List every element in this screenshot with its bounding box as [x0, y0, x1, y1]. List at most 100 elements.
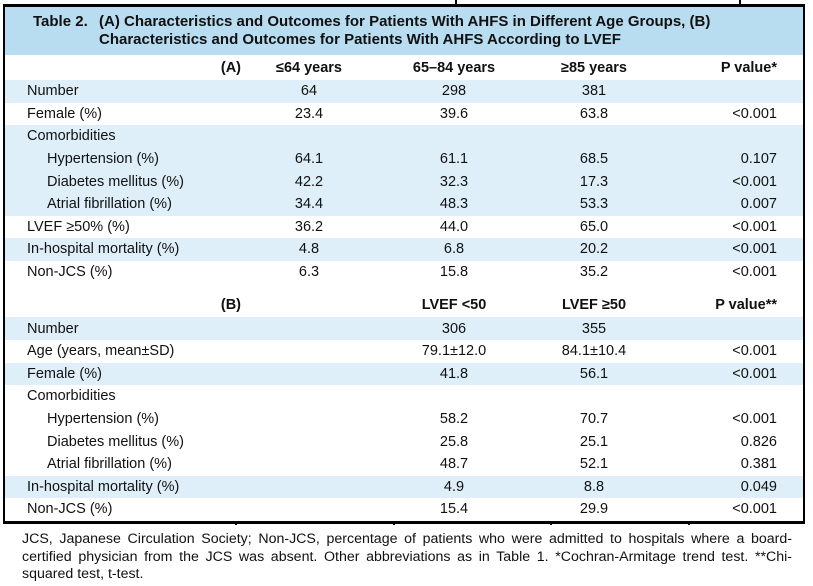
cell-value: 36.2 [294, 218, 324, 235]
cell-value: 15.8 [439, 264, 469, 281]
cell-value: 41.8 [439, 365, 469, 382]
cell-value: 84.1±10.4 [561, 343, 627, 360]
cell-value: 58.2 [439, 411, 469, 428]
row-label: Diabetes mellitus (%) [47, 173, 184, 190]
table-title: (A) Characteristics and Outcomes for Pat… [99, 13, 793, 48]
row-label: Atrial fibrillation (%) [47, 196, 172, 213]
table-row: Comorbidities [5, 125, 803, 148]
cell-value: 48.7 [439, 456, 469, 473]
cell-value: 6.3 [298, 264, 320, 281]
row-label: LVEF ≥50% (%) [27, 218, 130, 235]
table-title-bar: Table 2. (A) Characteristics and Outcome… [5, 7, 803, 55]
table-row: Diabetes mellitus (%) 25.8 25.1 0.826 [5, 430, 803, 453]
table-row: Comorbidities [5, 385, 803, 408]
table-row: LVEF ≥50% (%) 36.2 44.0 65.0 <0.001 [5, 215, 803, 239]
cell-pvalue: <0.001 [732, 501, 777, 518]
page-artifact-tick [455, 0, 457, 4]
cell-value: 70.7 [579, 411, 609, 428]
row-label: In-hospital mortality (%) [27, 478, 180, 495]
section-b-label: (B) [220, 296, 241, 313]
row-label: Female (%) [27, 365, 102, 382]
table-title-line2: Characteristics and Outcomes for Patient… [99, 30, 621, 48]
row-label: Female (%) [27, 105, 102, 122]
row-label: Comorbidities [27, 388, 116, 405]
column-header-lvef-ge50: LVEF ≥50 [561, 296, 627, 313]
cell-value: 25.8 [439, 433, 469, 450]
column-header-pvalue: P value* [720, 59, 777, 76]
cell-value: 53.3 [579, 196, 609, 213]
cell-value: 23.4 [294, 105, 324, 122]
section-a-body: Number 64 298 381 Female (%) 23.4 39.6 63.8 <0.0… [5, 80, 803, 284]
cell-value: 6.8 [443, 241, 465, 258]
cell-value: 52.1 [579, 456, 609, 473]
cell-pvalue: 0.826 [740, 433, 777, 450]
table-number-label: Table 2. [33, 13, 88, 30]
table-row: Female (%) 23.4 39.6 63.8 <0.001 [5, 102, 803, 126]
row-label: Comorbidities [27, 128, 116, 145]
table-2: Table 2. (A) Characteristics and Outcome… [3, 4, 805, 524]
section-divider [5, 283, 803, 293]
row-label: Number [27, 83, 79, 100]
section-b-header-row: (B) LVEF <50 LVEF ≥50 P value** [5, 292, 803, 318]
cell-value: 35.2 [579, 264, 609, 281]
section-a-label: (A) [220, 59, 241, 76]
cell-value: 64.1 [294, 151, 324, 168]
cell-value: 48.3 [439, 196, 469, 213]
table-row: Atrial fibrillation (%) 48.7 52.1 0.381 [5, 452, 803, 476]
cell-pvalue: 0.049 [740, 478, 777, 495]
cell-value: 61.1 [439, 151, 469, 168]
table-title-line1: (A) Characteristics and Outcomes for Pat… [99, 13, 711, 30]
cell-value: 4.9 [443, 478, 465, 495]
page-artifact-tick [739, 0, 741, 4]
cell-value: 8.8 [583, 478, 605, 495]
column-header-le64: ≤64 years [275, 59, 342, 76]
row-label: Age (years, mean±SD) [27, 343, 175, 360]
cell-pvalue: <0.001 [732, 343, 777, 360]
table-footnote: JCS, Japanese Circulation Society; Non-J… [22, 531, 792, 582]
cell-value: 29.9 [579, 501, 609, 518]
column-header-ge85: ≥85 years [560, 59, 627, 76]
cell-pvalue: <0.001 [732, 411, 777, 428]
cell-value: 39.6 [439, 105, 469, 122]
cell-value: 20.2 [579, 241, 609, 258]
cell-pvalue: 0.107 [740, 151, 777, 168]
table-row: Number 64 298 381 [5, 80, 803, 103]
cell-value: 17.3 [579, 173, 609, 190]
cell-pvalue: 0.007 [740, 196, 777, 213]
table-row: Non-JCS (%) 6.3 15.8 35.2 <0.001 [5, 260, 803, 284]
table-row: In-hospital mortality (%) 4.8 6.8 20.2 <0.00… [5, 238, 803, 261]
section-a-header-row: (A) ≤64 years 65–84 years ≥85 years P va… [5, 55, 803, 80]
cell-value: 68.5 [579, 151, 609, 168]
cell-value: 298 [441, 83, 467, 100]
table-row: Diabetes mellitus (%) 42.2 32.3 17.3 <0.001 [5, 170, 803, 193]
table-row: Age (years, mean±SD) 79.1±12.0 84.1±10.4 <0… [5, 339, 803, 363]
cell-value: 64 [300, 83, 318, 100]
table-row: Female (%) 41.8 56.1 <0.001 [5, 362, 803, 386]
cell-value: 63.8 [579, 105, 609, 122]
table-row: Hypertension (%) 64.1 61.1 68.5 0.107 [5, 147, 803, 171]
table-row: Atrial fibrillation (%) 34.4 48.3 53.3 0.007 [5, 192, 803, 216]
column-header-lvef-lt50: LVEF <50 [421, 296, 487, 313]
cell-value: 15.4 [439, 501, 469, 518]
cell-value: 44.0 [439, 218, 469, 235]
cell-value: 34.4 [294, 196, 324, 213]
cell-value: 79.1±12.0 [421, 343, 487, 360]
section-b-body: Number 306 355 Age (years, mean±SD) 79.1±12.… [5, 317, 803, 521]
cell-value: 65.0 [579, 218, 609, 235]
row-label: Atrial fibrillation (%) [47, 456, 172, 473]
cell-value: 32.3 [439, 173, 469, 190]
cell-value: 355 [581, 320, 607, 337]
row-label: Non-JCS (%) [27, 501, 113, 518]
column-header-pvalue2: P value** [715, 296, 777, 313]
cell-value: 306 [441, 320, 467, 337]
cell-value: 25.1 [579, 433, 609, 450]
cell-value: 56.1 [579, 365, 609, 382]
cell-value: 42.2 [294, 173, 324, 190]
table-row: Number 306 355 [5, 317, 803, 340]
row-label: Hypertension (%) [47, 411, 160, 428]
row-label: Hypertension (%) [47, 151, 160, 168]
table-row: In-hospital mortality (%) 4.9 8.8 0.049 [5, 475, 803, 499]
cell-value: 4.8 [298, 241, 320, 258]
cell-pvalue: 0.381 [740, 456, 777, 473]
cell-pvalue: <0.001 [732, 218, 777, 235]
